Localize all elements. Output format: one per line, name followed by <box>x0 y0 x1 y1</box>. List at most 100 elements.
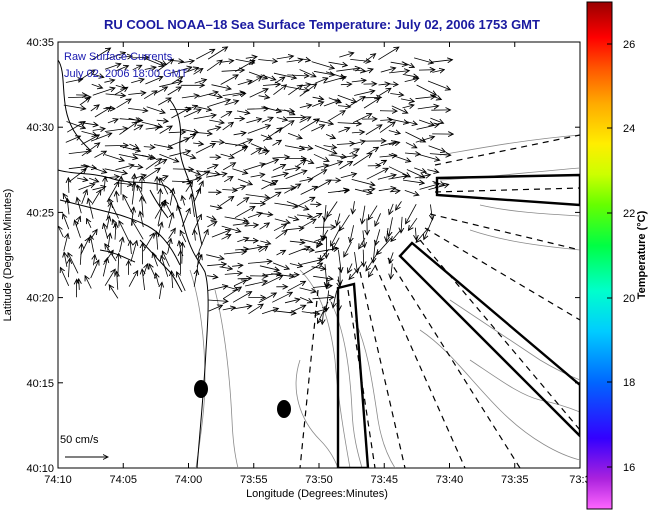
current-vector <box>132 220 144 240</box>
current-vector <box>245 57 257 59</box>
current-vector <box>404 78 419 81</box>
current-vector <box>247 125 270 134</box>
current-vector <box>388 118 409 123</box>
current-vector <box>146 106 165 113</box>
current-vector <box>312 286 332 288</box>
current-vector <box>430 204 432 219</box>
current-vector <box>396 201 402 210</box>
current-vector <box>156 59 174 72</box>
current-vector <box>172 271 173 289</box>
current-vector <box>338 128 350 133</box>
current-vector <box>104 64 121 70</box>
current-vector <box>336 143 355 144</box>
current-vector <box>80 165 96 168</box>
current-vector <box>376 88 391 98</box>
current-vector <box>159 153 178 162</box>
x-tick-label: 73:35 <box>501 474 529 486</box>
current-vector <box>247 213 262 218</box>
current-vector <box>94 107 111 118</box>
current-vector <box>337 94 357 102</box>
current-vector <box>339 162 353 170</box>
current-vector <box>337 123 362 124</box>
current-vector <box>81 190 87 205</box>
current-vector <box>261 308 278 315</box>
current-vector <box>402 105 414 108</box>
current-vector <box>206 254 224 259</box>
current-vector <box>116 99 132 109</box>
current-vector <box>80 244 81 265</box>
current-vector <box>353 153 372 166</box>
current-vector <box>380 68 396 73</box>
current-vector <box>258 60 277 62</box>
current-vector <box>194 270 197 287</box>
current-vector <box>344 241 352 257</box>
current-vector <box>401 61 415 68</box>
current-vector <box>390 94 403 96</box>
current-vector <box>68 259 69 278</box>
current-vector <box>313 70 335 75</box>
current-vector <box>273 85 286 96</box>
current-vector <box>248 77 261 85</box>
current-vector <box>120 145 140 151</box>
current-vector <box>289 241 305 243</box>
current-vector <box>77 70 95 82</box>
current-vector <box>117 272 118 290</box>
current-vector <box>133 125 143 131</box>
current-vector <box>389 203 394 215</box>
current-vector <box>181 208 190 227</box>
current-vector <box>323 77 346 84</box>
current-vector <box>350 225 354 242</box>
current-vector <box>325 204 326 221</box>
current-vector <box>299 297 312 302</box>
current-vector <box>275 230 287 240</box>
current-vector <box>250 143 268 151</box>
current-vector <box>366 250 380 271</box>
current-vector <box>391 105 408 113</box>
current-vector <box>169 67 192 74</box>
current-vector <box>298 197 314 207</box>
current-vector <box>131 57 149 58</box>
current-vector <box>143 168 160 180</box>
current-vector <box>350 59 370 61</box>
current-vector <box>296 215 312 217</box>
current-vector <box>415 97 435 99</box>
current-vector <box>68 166 89 168</box>
current-vector <box>380 120 392 121</box>
current-vector <box>300 259 323 265</box>
current-vector <box>223 252 246 254</box>
current-vector <box>311 214 322 219</box>
current-vector <box>211 84 232 89</box>
x-tick-label: 74:10 <box>44 474 72 486</box>
current-vector <box>140 211 143 228</box>
current-vector <box>185 182 193 192</box>
current-vector <box>145 127 160 129</box>
current-vector <box>90 105 99 112</box>
current-vector <box>154 87 168 95</box>
current-vector <box>91 84 103 88</box>
current-vector <box>340 174 357 179</box>
current-vector <box>424 218 434 239</box>
current-vector <box>63 214 70 230</box>
current-vector <box>273 224 287 232</box>
current-vector <box>198 230 208 252</box>
current-vector <box>207 127 220 130</box>
current-vector <box>363 230 365 248</box>
current-vector <box>366 168 388 180</box>
scale-label: 50 cm/s <box>60 434 99 446</box>
current-vector <box>259 265 279 271</box>
current-vector <box>274 188 296 190</box>
current-vector <box>337 106 350 107</box>
current-vector <box>66 121 86 129</box>
current-vector <box>284 299 300 304</box>
current-vector <box>324 162 343 168</box>
current-vector <box>323 146 337 148</box>
current-vector <box>262 84 280 85</box>
current-vector <box>261 106 281 112</box>
current-vector <box>115 223 116 240</box>
current-vector <box>87 219 92 228</box>
current-vector <box>262 128 282 142</box>
current-vector <box>389 71 409 73</box>
current-vector <box>368 205 378 220</box>
current-vector <box>234 207 255 219</box>
current-vector <box>224 101 239 106</box>
